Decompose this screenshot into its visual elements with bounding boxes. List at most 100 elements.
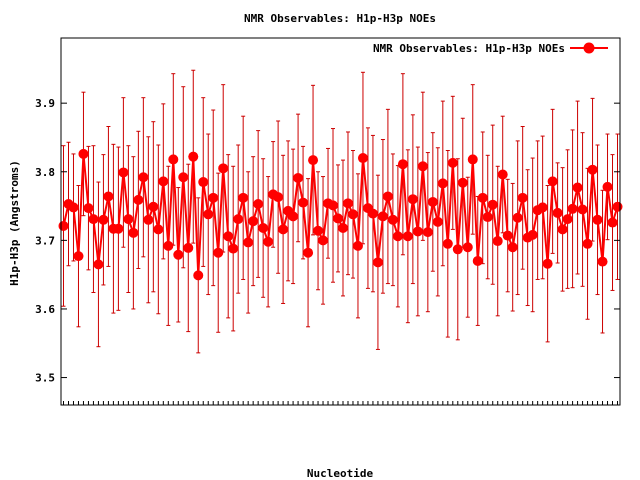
data-point — [447, 157, 458, 168]
data-point — [487, 199, 498, 210]
data-point — [452, 244, 463, 255]
data-point — [567, 203, 578, 214]
series-line — [62, 153, 619, 276]
data-point — [412, 226, 423, 237]
data-point — [293, 172, 304, 183]
data-point — [387, 214, 398, 225]
data-point — [557, 224, 568, 235]
data-point — [572, 182, 583, 193]
data-points — [58, 148, 623, 281]
data-point — [158, 176, 169, 187]
data-point — [113, 223, 124, 234]
data-point — [58, 220, 69, 231]
data-point — [143, 214, 154, 225]
data-point — [278, 224, 289, 235]
data-point — [342, 198, 353, 209]
data-point — [457, 177, 468, 188]
data-point — [198, 177, 209, 188]
legend-marker — [583, 42, 595, 54]
data-point — [372, 257, 383, 268]
data-point — [168, 154, 179, 165]
data-point — [482, 212, 493, 223]
y-axis-label: H1p-H3p (Angstroms) — [8, 160, 21, 286]
data-point — [298, 197, 309, 208]
legend-label: NMR Observables: H1p-H3p NOEs — [373, 42, 565, 55]
data-point — [183, 242, 194, 253]
data-point — [203, 209, 214, 220]
data-point — [208, 192, 219, 203]
data-point — [233, 214, 244, 225]
data-point — [258, 223, 269, 234]
plot-frame — [60, 37, 621, 406]
data-point — [347, 209, 358, 220]
y-tick-label: 3.7 — [35, 234, 55, 247]
data-point — [437, 178, 448, 189]
data-point — [467, 154, 478, 165]
data-point — [178, 172, 189, 183]
data-point — [83, 203, 94, 214]
data-point — [253, 199, 264, 210]
data-point — [128, 227, 139, 238]
data-point — [318, 235, 329, 246]
data-point — [592, 214, 603, 225]
data-point — [377, 211, 388, 222]
y-axis-ticks: 3.5 3.6 3.7 3.8 3.9 — [35, 97, 620, 385]
data-point — [218, 163, 229, 174]
data-point — [163, 240, 174, 251]
data-point — [392, 231, 403, 242]
data-point — [512, 212, 523, 223]
data-point — [587, 164, 598, 175]
data-point — [612, 201, 623, 212]
data-point — [442, 238, 453, 249]
data-point — [223, 231, 234, 242]
data-point — [552, 207, 563, 218]
data-point — [133, 194, 144, 205]
y-tick-label: 3.6 — [35, 303, 55, 316]
data-point — [527, 229, 538, 240]
data-point — [367, 208, 378, 219]
data-point — [502, 230, 513, 241]
data-point — [243, 237, 254, 248]
data-point — [263, 236, 274, 247]
data-point — [537, 202, 548, 213]
data-point — [308, 155, 319, 166]
data-point — [78, 148, 89, 159]
data-point — [352, 240, 363, 251]
data-point — [303, 247, 314, 258]
data-point — [103, 191, 114, 202]
data-point — [93, 259, 104, 270]
data-point — [337, 223, 348, 234]
data-point — [273, 192, 284, 203]
legend: NMR Observables: H1p-H3p NOEs — [373, 42, 608, 55]
data-point — [248, 216, 259, 227]
data-point — [602, 181, 613, 192]
data-point — [577, 204, 588, 215]
data-point — [88, 214, 99, 225]
data-point — [173, 249, 184, 260]
data-point — [382, 191, 393, 202]
data-point — [73, 251, 84, 262]
data-point — [497, 169, 508, 180]
series-polyline — [62, 153, 619, 276]
data-point — [333, 213, 344, 224]
data-point — [562, 214, 573, 225]
data-point — [288, 211, 299, 222]
data-point — [472, 255, 483, 266]
y-tick-label: 3.8 — [35, 166, 55, 179]
data-point — [397, 159, 408, 170]
data-point — [213, 247, 224, 258]
data-point — [153, 224, 164, 235]
data-point — [517, 192, 528, 203]
data-point — [407, 194, 418, 205]
data-point — [582, 238, 593, 249]
data-point — [402, 231, 413, 242]
data-point — [118, 167, 129, 178]
data-point — [313, 225, 324, 236]
data-point — [477, 192, 488, 203]
data-point — [607, 217, 618, 228]
y-tick-label: 3.9 — [35, 97, 55, 110]
chart-title: NMR Observables: H1p-H3p NOEs — [244, 12, 436, 25]
data-point — [427, 196, 438, 207]
data-point — [138, 172, 149, 183]
